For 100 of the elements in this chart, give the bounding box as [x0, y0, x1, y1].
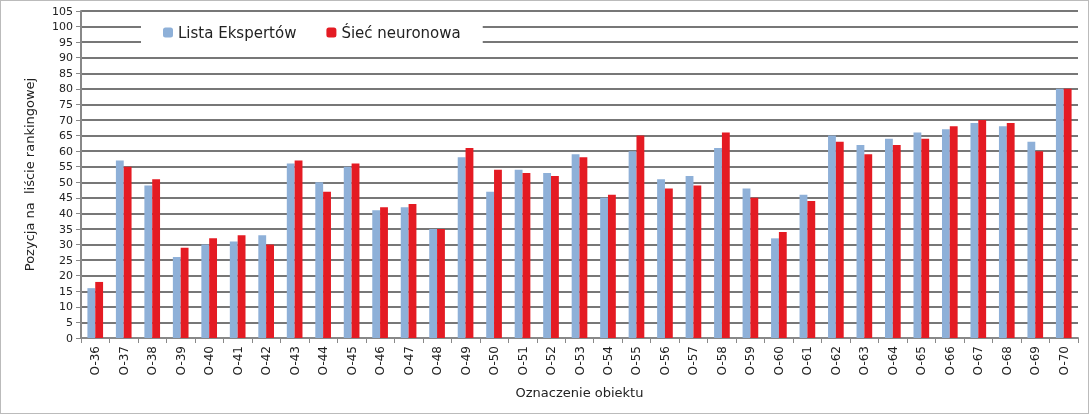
y-tick-label: 20 — [59, 269, 73, 283]
bar — [600, 197, 608, 338]
x-tick-label: O-50 — [487, 346, 502, 376]
bar — [209, 238, 218, 338]
bar — [778, 232, 787, 338]
bar — [429, 229, 438, 338]
x-tick-label: O-38 — [145, 346, 160, 376]
bar — [1055, 88, 1064, 338]
x-tick-label: O-49 — [458, 346, 473, 376]
x-tick-label: O-46 — [373, 346, 388, 376]
x-tick-label: O-64 — [885, 346, 900, 376]
x-tick-label: O-68 — [999, 346, 1014, 376]
bar — [970, 123, 979, 338]
bar — [657, 179, 665, 338]
x-tick-label: O-48 — [430, 346, 445, 376]
bar — [1006, 123, 1015, 338]
y-tick-label: 15 — [59, 284, 73, 298]
y-tick-label: 30 — [59, 238, 73, 252]
bar — [885, 138, 893, 338]
bar — [152, 179, 161, 338]
bar — [294, 160, 303, 338]
y-tick-label: 60 — [59, 144, 73, 158]
bar — [494, 169, 502, 338]
bar — [998, 126, 1007, 338]
bar — [835, 141, 844, 338]
x-tick-label: O-53 — [572, 346, 587, 376]
x-tick-label: O-69 — [1028, 346, 1043, 376]
bar — [437, 229, 445, 338]
bar — [123, 166, 132, 338]
bar — [913, 132, 922, 338]
bar — [949, 126, 958, 338]
x-tick-label: O-62 — [828, 346, 843, 376]
x-tick-label: O-55 — [629, 346, 644, 376]
x-tick-label: O-37 — [116, 346, 131, 376]
bar — [750, 197, 759, 338]
bar — [400, 207, 409, 338]
bar — [144, 185, 153, 338]
x-tick-label: O-60 — [771, 346, 786, 376]
x-tick-label: O-63 — [857, 346, 872, 376]
x-tick-label: O-67 — [971, 346, 986, 376]
bar — [771, 238, 779, 338]
x-tick-label: O-36 — [88, 346, 103, 376]
bar — [607, 194, 616, 338]
y-tick-label: 80 — [59, 82, 73, 96]
y-tick-label: 70 — [59, 113, 73, 127]
bar — [892, 144, 901, 338]
bar — [807, 200, 816, 338]
bar — [864, 154, 873, 338]
bar — [828, 135, 836, 338]
x-tick-label: O-66 — [942, 346, 957, 376]
legend-label: Śieć neuronowa — [341, 22, 461, 42]
y-tick-label: 10 — [59, 300, 73, 314]
bar — [180, 247, 189, 338]
y-tick-label: 35 — [59, 222, 73, 236]
y-tick-label: 25 — [59, 253, 73, 267]
bar — [380, 207, 388, 338]
bar — [921, 138, 930, 338]
y-tick-label: 45 — [59, 191, 73, 205]
bar — [486, 191, 495, 338]
bar — [636, 135, 645, 338]
x-tick-label: O-54 — [600, 346, 615, 376]
y-tick-label: 75 — [59, 97, 73, 111]
bar — [266, 244, 274, 338]
bar — [514, 169, 523, 338]
y-tick-label: 85 — [59, 66, 73, 80]
x-tick-label: O-70 — [1056, 346, 1071, 376]
bar — [571, 154, 580, 338]
x-tick-label: O-58 — [714, 346, 729, 376]
bar — [372, 210, 381, 338]
bar — [315, 182, 324, 338]
bar — [229, 241, 238, 338]
bar — [457, 157, 466, 338]
y-tick-label: 55 — [59, 160, 73, 174]
bar — [201, 244, 210, 338]
bar — [87, 288, 96, 338]
x-tick-label: O-44 — [316, 346, 331, 376]
bar — [714, 148, 722, 338]
x-tick-label: O-56 — [657, 346, 672, 376]
x-tick-label: O-39 — [173, 346, 188, 376]
bar — [115, 160, 124, 338]
bar — [172, 257, 181, 338]
y-tick-label: 0 — [66, 331, 73, 345]
bar — [978, 120, 987, 338]
x-tick-label: O-43 — [287, 346, 302, 376]
bar — [343, 166, 352, 338]
x-tick-label: O-61 — [800, 346, 815, 376]
bar — [258, 235, 267, 338]
x-axis-title: Oznaczenie obiektu — [515, 385, 644, 400]
bar — [721, 132, 730, 338]
x-tick-label: O-57 — [686, 346, 701, 376]
y-tick-label: 65 — [59, 129, 73, 143]
y-tick-label: 5 — [66, 315, 73, 329]
bar — [237, 235, 246, 338]
bar — [323, 191, 331, 338]
y-tick-label: 95 — [59, 35, 73, 49]
bar — [551, 176, 559, 338]
bar — [543, 172, 552, 338]
y-axis-title: Pozycja na liście rankingowej — [22, 77, 37, 272]
x-tick-label: O-52 — [544, 346, 559, 376]
y-tick-label: 100 — [52, 20, 73, 34]
